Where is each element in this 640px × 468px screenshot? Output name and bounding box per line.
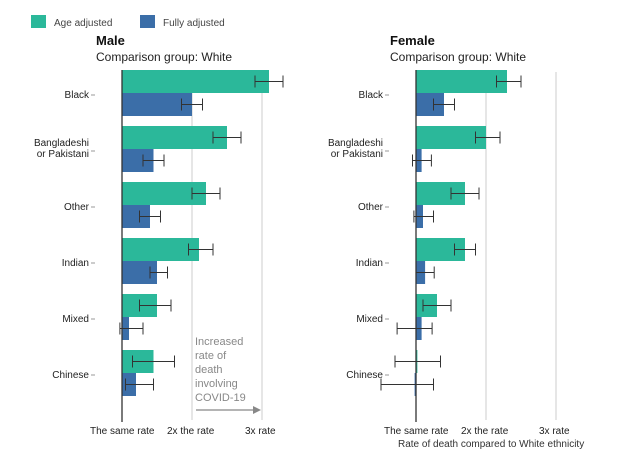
female-bar-bangladeshi-or-pakistani-age-adjusted [416, 126, 486, 149]
male-category-label-chinese: Chinese [52, 370, 89, 381]
female-x-tick-label-1: The same rate [384, 426, 449, 437]
legend-swatch-fully-adjusted [140, 15, 155, 28]
male-category-label-indian: Indian [62, 258, 89, 269]
female-panel-subtitle: Comparison group: White [390, 50, 526, 64]
female-category-label-chinese: Chinese [346, 370, 383, 381]
female-bar-black-age-adjusted [416, 70, 507, 93]
annotation-line-3: death [195, 364, 223, 376]
female-panel: Female Comparison group: White Rate of d… [328, 33, 584, 450]
male-bar-other-age-adjusted [122, 182, 206, 205]
male-panel: Male Comparison group: White Black Bangla… [34, 33, 284, 437]
male-category-label-bangladeshi-or-pakistani-line-2: or Pakistani [37, 149, 89, 160]
female-category-label-other: Other [358, 202, 384, 213]
legend-label-age-adjusted: Age adjusted [54, 18, 112, 29]
male-category-label-black: Black [65, 90, 90, 101]
female-bar-other-age-adjusted [416, 182, 465, 205]
male-category-label-mixed: Mixed [62, 314, 89, 325]
male-bar-indian-age-adjusted [122, 238, 199, 261]
annotation-line-5: COVID-19 [195, 392, 246, 404]
female-panel-title: Female [390, 33, 435, 48]
female-category-label-indian: Indian [356, 258, 383, 269]
legend-label-fully-adjusted: Fully adjusted [163, 18, 225, 29]
male-x-tick-label-2: 2x the rate [167, 426, 215, 437]
male-panel-title: Male [96, 33, 125, 48]
male-bar-indian-fully-adjusted [122, 261, 157, 284]
male-bar-bangladeshi-or-pakistani-fully-adjusted [122, 149, 154, 172]
male-x-tick-label-1: The same rate [90, 426, 155, 437]
legend-swatch-age-adjusted [31, 15, 46, 28]
annotation-line-1: Increased [195, 336, 243, 348]
male-bar-other-fully-adjusted [122, 205, 150, 228]
female-x-tick-label-3: 3x rate [539, 426, 570, 437]
annotation-line-2: rate of [195, 350, 227, 362]
male-panel-subtitle: Comparison group: White [96, 50, 232, 64]
female-x-tick-label-2: 2x the rate [461, 426, 509, 437]
female-bar-indian-age-adjusted [416, 238, 465, 261]
male-bar-black-age-adjusted [122, 70, 269, 93]
female-bar-black-fully-adjusted [416, 93, 444, 116]
annotation-line-4: involving [195, 378, 238, 390]
female-category-label-mixed: Mixed [356, 314, 383, 325]
male-category-label-bangladeshi-or-pakistani-line-1: Bangladeshi [34, 138, 89, 149]
male-bar-bangladeshi-or-pakistani-age-adjusted [122, 126, 227, 149]
male-x-tick-label-3: 3x rate [245, 426, 276, 437]
legend: Age adjusted Fully adjusted [31, 15, 225, 29]
annotation-arrow-head [253, 406, 261, 414]
male-category-label-other: Other [64, 202, 90, 213]
female-category-label-black: Black [359, 90, 384, 101]
increased-rate-annotation: Increased rate of death involving COVID-… [195, 336, 261, 414]
female-category-label-bangladeshi-or-pakistani-line-2: or Pakistani [331, 149, 383, 160]
male-bar-black-fully-adjusted [122, 93, 192, 116]
female-x-axis-label: Rate of death compared to White ethnicit… [398, 439, 584, 450]
female-category-label-bangladeshi-or-pakistani-line-1: Bangladeshi [328, 138, 383, 149]
